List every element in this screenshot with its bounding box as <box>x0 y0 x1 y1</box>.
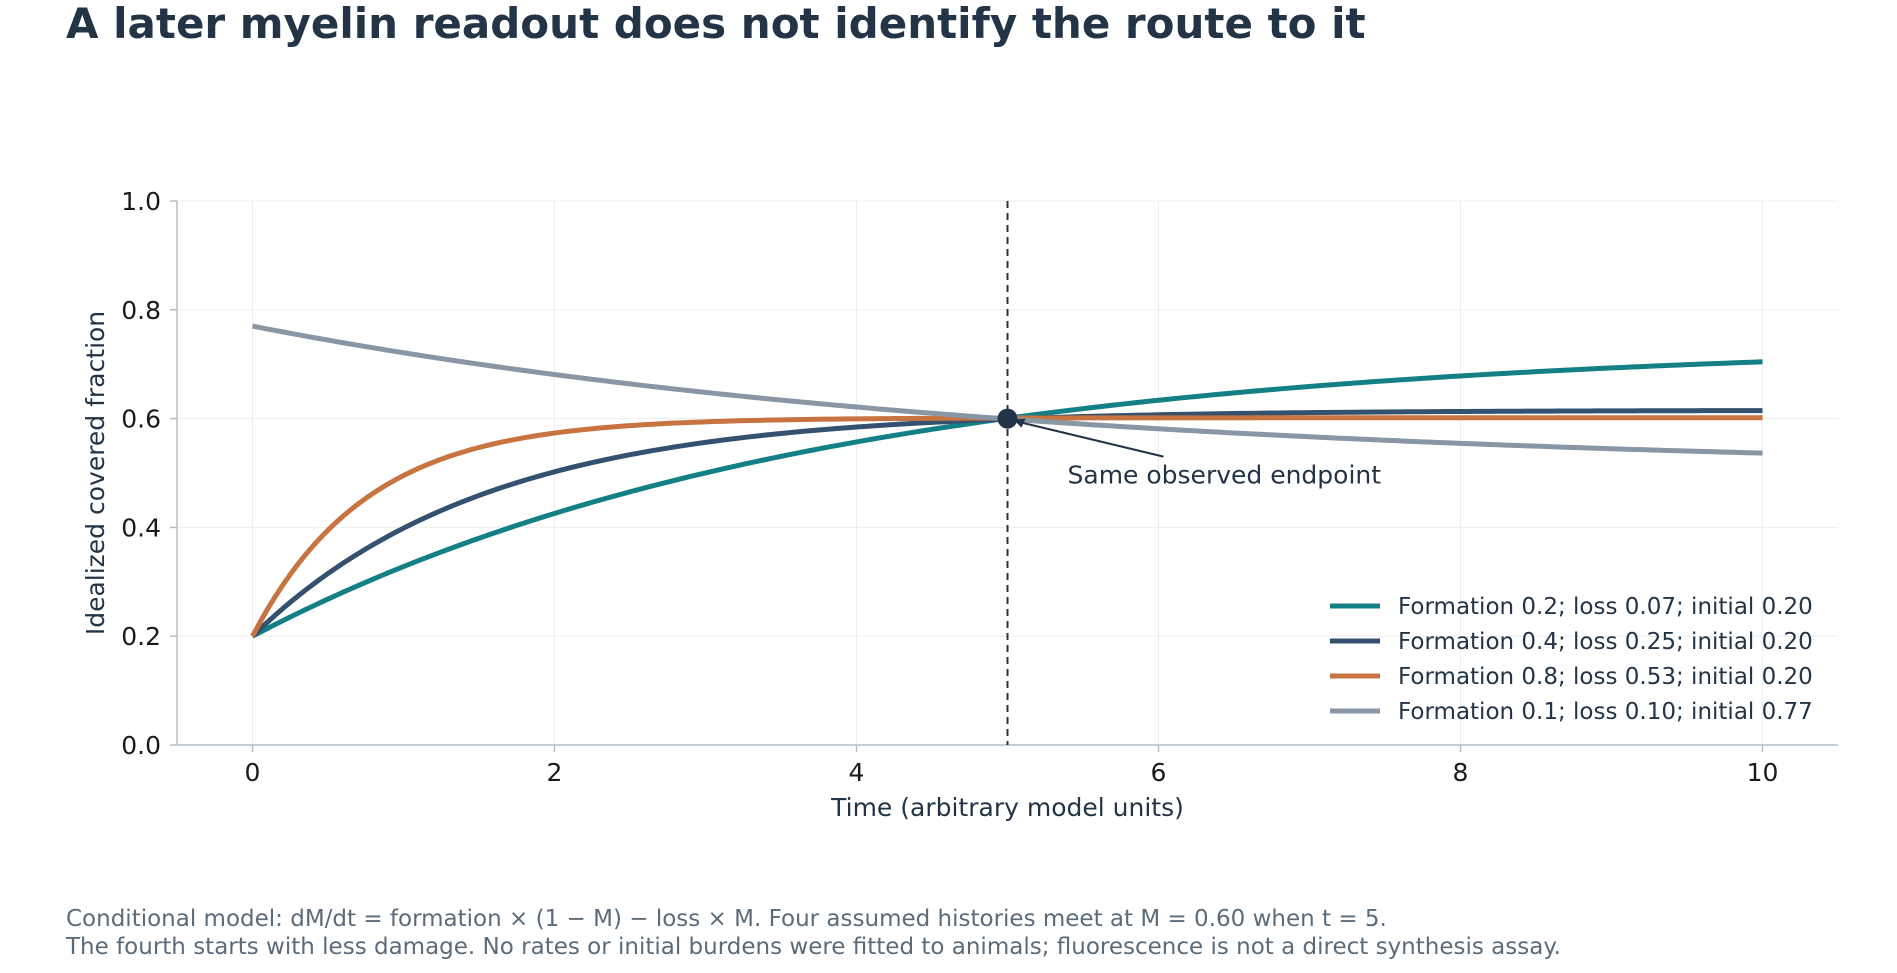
y-tick-label: 0.2 <box>121 622 161 651</box>
x-tick-label: 2 <box>547 758 563 787</box>
annotation-arrow <box>1017 420 1164 458</box>
y-axis-label: Idealized covered fraction <box>81 311 110 635</box>
endpoint-label: Same observed endpoint <box>1068 461 1382 490</box>
x-tick-label: 0 <box>245 758 261 787</box>
legend-label-3: Formation 0.8; loss 0.53; initial 0.20 <box>1398 664 1813 690</box>
caption-line-1: Conditional model: dM/dt = formation × (… <box>66 906 1387 932</box>
x-tick-label: 10 <box>1747 758 1779 787</box>
ticks: 0 2 4 6 8 10 0.0 0.2 0.4 0.6 0.8 1.0 <box>121 187 1778 787</box>
endpoint-annotation: Same observed endpoint <box>997 408 1382 490</box>
legend-label-4: Formation 0.1; loss 0.10; initial 0.77 <box>1398 699 1813 725</box>
x-axis-label: Time (arbitrary model units) <box>830 793 1184 822</box>
x-tick-label: 4 <box>849 758 865 787</box>
chart-title: A later myelin readout does not identify… <box>66 0 1366 48</box>
y-tick-label: 0.4 <box>121 513 161 542</box>
x-tick-label: 8 <box>1453 758 1469 787</box>
x-tick-label: 6 <box>1151 758 1167 787</box>
legend-label-2: Formation 0.4; loss 0.25; initial 0.20 <box>1398 629 1813 655</box>
caption-line-2: The fourth starts with less damage. No r… <box>66 934 1561 960</box>
y-tick-label: 0.8 <box>121 296 161 325</box>
y-tick-label: 0.6 <box>121 405 161 434</box>
endpoint-marker <box>997 408 1018 429</box>
caption: Conditional model: dM/dt = formation × (… <box>66 905 1561 961</box>
y-tick-label: 0.0 <box>121 731 161 760</box>
legend: Formation 0.2; loss 0.07; initial 0.20 Fo… <box>1330 594 1813 725</box>
legend-label-1: Formation 0.2; loss 0.07; initial 0.20 <box>1398 594 1813 620</box>
y-tick-label: 1.0 <box>121 187 161 216</box>
